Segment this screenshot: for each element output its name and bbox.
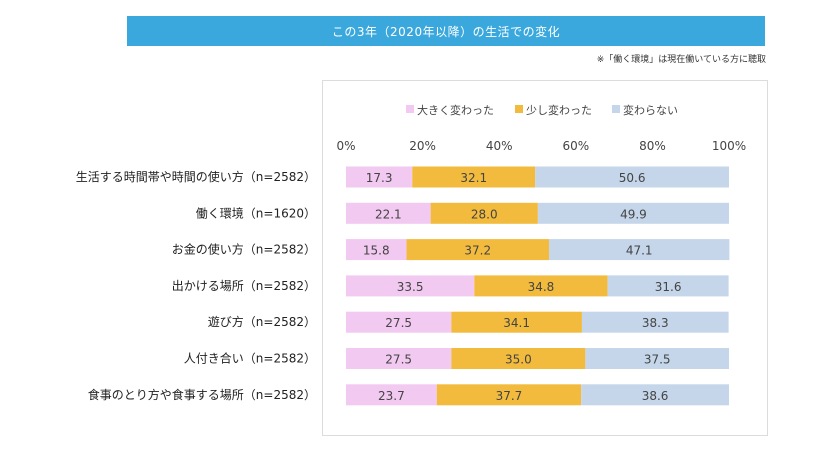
bar-segment	[581, 384, 729, 406]
data-label: 31.6	[655, 280, 682, 294]
data-label: 22.1	[375, 207, 402, 221]
bar-segment	[474, 275, 608, 297]
bar-segment	[346, 384, 437, 406]
legend-label: 少し変わった	[526, 103, 592, 117]
category-label: 生活する時間帯や時間の使い方（n=2582）	[76, 169, 316, 184]
category-label: 遊び方（n=2582）	[208, 314, 316, 329]
bar-segment	[537, 202, 729, 224]
bar-segment	[585, 348, 729, 369]
bar-segment	[346, 311, 452, 333]
bar-segment	[581, 311, 729, 333]
data-label: 17.3	[366, 171, 393, 185]
x-tick-label: 40%	[486, 139, 513, 153]
data-label: 34.1	[503, 316, 530, 330]
bar-segment	[607, 275, 729, 297]
category-label: お金の使い方（n=2582）	[172, 242, 316, 257]
data-label: 23.7	[378, 389, 405, 403]
data-label: 34.8	[528, 280, 555, 294]
data-label: 27.5	[385, 353, 412, 367]
data-label: 37.2	[464, 244, 491, 258]
legend-label: 変わらない	[623, 103, 678, 117]
data-label: 50.6	[619, 171, 646, 185]
bar-segment	[451, 311, 582, 333]
data-label: 49.9	[620, 207, 647, 221]
data-label: 35.0	[505, 353, 532, 367]
bar-segment	[451, 348, 586, 369]
bar-segment	[346, 348, 452, 369]
bar-segment	[406, 239, 549, 261]
x-tick-label: 60%	[562, 139, 589, 153]
x-tick-label: 80%	[639, 139, 666, 153]
x-tick-label: 100%	[712, 139, 746, 153]
data-label: 37.5	[644, 353, 671, 367]
bar-segment	[535, 166, 729, 188]
bar-segment	[346, 202, 431, 224]
legend-swatch	[515, 105, 523, 113]
chart-title: この3年（2020年以降）の生活での変化	[331, 24, 561, 39]
bar-segment	[436, 384, 582, 406]
data-label: 27.5	[385, 316, 412, 330]
category-label: 食事のとり方や食事する場所（n=2582）	[88, 387, 316, 402]
data-label: 37.7	[496, 389, 523, 403]
bar-segment	[346, 166, 413, 188]
legend-swatch	[406, 105, 414, 113]
bar-segment	[346, 239, 407, 261]
category-label: 働く環境（n=1620）	[196, 205, 316, 220]
category-label: 人付き合い（n=2582）	[184, 351, 316, 366]
data-label: 38.6	[642, 389, 669, 403]
data-label: 15.8	[363, 244, 390, 258]
data-label: 38.3	[642, 316, 669, 330]
chart-note: ※「働く環境」は現在働いている方に聴取	[596, 55, 766, 65]
bar-segment	[412, 166, 536, 188]
bar-segment	[346, 275, 475, 297]
data-label: 32.1	[460, 171, 487, 185]
bar-segment	[430, 202, 538, 224]
data-label: 28.0	[471, 207, 498, 221]
chart-title-bar: この3年（2020年以降）の生活での変化	[127, 16, 765, 46]
legend-swatch	[612, 105, 620, 113]
x-tick-label: 0%	[336, 139, 355, 153]
legend-label: 大きく変わった	[417, 103, 494, 117]
data-label: 47.1	[626, 244, 653, 258]
category-label: 出かける場所（n=2582）	[172, 279, 316, 293]
data-label: 33.5	[397, 280, 424, 294]
bar-segment	[548, 239, 730, 261]
x-tick-label: 20%	[409, 139, 436, 153]
